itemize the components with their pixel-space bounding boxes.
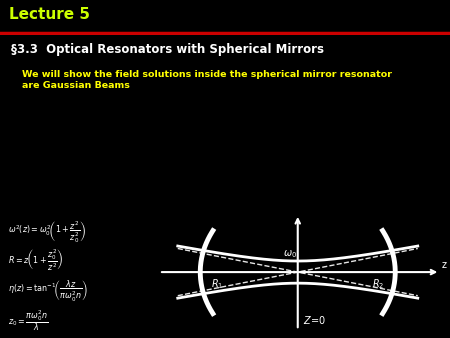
Text: $R=z\!\left(1+\dfrac{z_0^2}{z^2}\right)$: $R=z\!\left(1+\dfrac{z_0^2}{z^2}\right)$ <box>8 247 64 273</box>
Text: $\omega^2(z)=\omega_0^2\!\left(1+\dfrac{z^2}{z_0^2}\right)$: $\omega^2(z)=\omega_0^2\!\left(1+\dfrac{… <box>8 219 86 245</box>
Text: $R_2$: $R_2$ <box>372 277 385 291</box>
Text: $\eta(z)=\tan^{-1}\!\!\left(\dfrac{\lambda z}{\pi\omega_0^2 n}\right)$: $\eta(z)=\tan^{-1}\!\!\left(\dfrac{\lamb… <box>8 278 88 303</box>
Text: $R_1$: $R_1$ <box>211 277 223 291</box>
Text: $E_{l,m}(x,y,z) = E_0\,\dfrac{\omega_0}{\omega(z)}\,H_l\!\left(\dfrac{\sqrt{2}\,: $E_{l,m}(x,y,z) = E_0\,\dfrac{\omega_0}{… <box>11 117 222 149</box>
Text: $\omega_0$: $\omega_0$ <box>283 248 297 260</box>
Text: §3.3  Optical Resonators with Spherical Mirrors: §3.3 Optical Resonators with Spherical M… <box>11 44 324 56</box>
Text: Lecture 5: Lecture 5 <box>9 7 90 22</box>
Text: z: z <box>442 260 447 270</box>
Text: $\times\exp\!\left\{-ikz + i(l+m+1)\eta(z) - \dfrac{x^2+y^2}{\omega^2(z)} - \dfr: $\times\exp\!\left\{-ikz + i(l+m+1)\eta(… <box>91 171 367 203</box>
Text: We will show the field solutions inside the spherical mirror resonator
are Gauss: We will show the field solutions inside … <box>22 70 392 90</box>
Text: $Z\!=\!0$: $Z\!=\!0$ <box>303 314 327 327</box>
Text: $z_0=\dfrac{\pi\omega_0^2 n}{\lambda}$: $z_0=\dfrac{\pi\omega_0^2 n}{\lambda}$ <box>8 309 49 333</box>
